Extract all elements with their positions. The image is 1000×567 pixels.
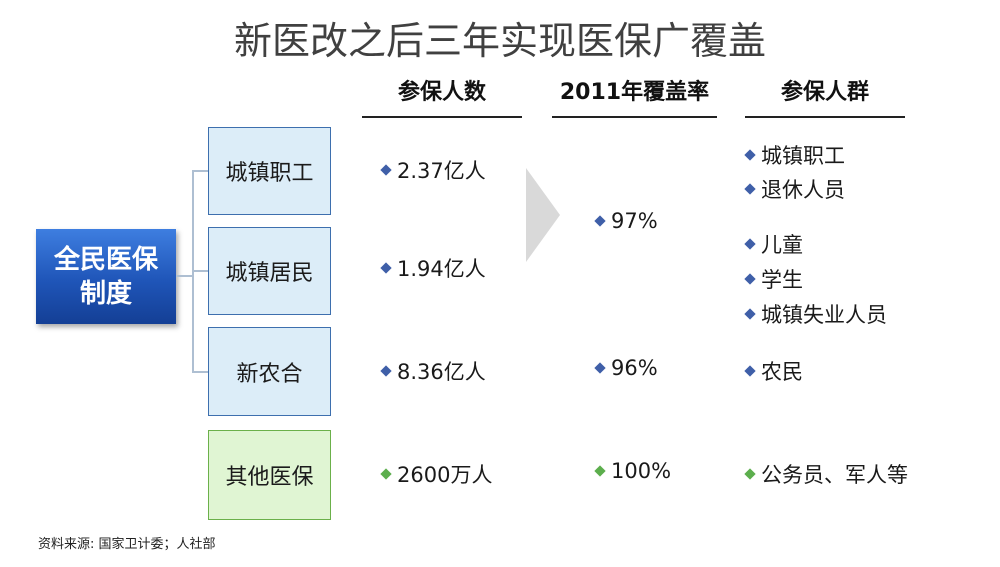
count-cell: 8.36亿人 — [378, 356, 486, 386]
bullet-diamond-icon — [380, 468, 392, 480]
group-label: 公务员、军人等 — [761, 463, 908, 487]
category-label: 城镇职工 — [225, 161, 314, 186]
category-label: 其他医保 — [225, 465, 314, 490]
category-label: 城镇居民 — [225, 261, 314, 286]
coverage-cell: 97% — [592, 209, 658, 233]
root-label-line2: 制度 — [79, 278, 132, 309]
group-item: 城镇失业人员 — [742, 299, 887, 329]
coverage-cell: 100% — [592, 459, 671, 483]
bullet-diamond-icon — [744, 273, 756, 285]
category-label: 新农合 — [236, 361, 303, 387]
group-item: 公务员、军人等 — [742, 459, 908, 489]
count-cell: 2600万人 — [378, 459, 492, 489]
category-box-urban-employee: 城镇职工 — [208, 127, 331, 215]
connector-branch-2 — [192, 270, 208, 272]
root-system-box: 全民医保 制度 — [36, 229, 176, 324]
header-coverage-underline — [552, 116, 717, 118]
coverage-value: 97% — [611, 209, 658, 233]
header-groups: 参保人群 — [780, 80, 869, 105]
bullet-diamond-icon — [744, 468, 756, 480]
group-item: 儿童 — [742, 229, 803, 259]
group-item: 城镇职工 — [742, 140, 845, 170]
category-box-other: 其他医保 — [208, 430, 331, 520]
bullet-diamond-icon — [744, 365, 756, 377]
bullet-diamond-icon — [594, 362, 606, 374]
bullet-diamond-icon — [380, 262, 392, 274]
group-label: 儿童 — [761, 233, 803, 257]
arrow-right-icon — [526, 168, 560, 262]
count-cell: 1.94亿人 — [378, 253, 486, 283]
header-count-underline — [362, 116, 522, 118]
source-note: 资料来源: 国家卫计委；人社部 — [38, 537, 216, 552]
coverage-cell: 96% — [592, 356, 658, 380]
root-label-line1: 全民医保 — [53, 244, 158, 275]
group-label: 农民 — [761, 360, 803, 384]
group-label: 退休人员 — [761, 178, 845, 202]
coverage-value: 100% — [611, 459, 672, 483]
category-box-urban-resident: 城镇居民 — [208, 227, 331, 315]
coverage-value: 96% — [611, 356, 658, 380]
bullet-diamond-icon — [744, 238, 756, 250]
bullet-diamond-icon — [380, 164, 392, 176]
count-value: 1.94亿人 — [397, 257, 486, 281]
bullet-diamond-icon — [744, 183, 756, 195]
header-groups-underline — [745, 116, 905, 118]
count-value: 2600万人 — [397, 463, 493, 487]
group-item: 学生 — [742, 264, 803, 294]
page-title: 新医改之后三年实现医保广覆盖 — [233, 19, 766, 63]
bullet-diamond-icon — [380, 365, 392, 377]
group-label: 城镇失业人员 — [761, 303, 887, 327]
bullet-diamond-icon — [594, 215, 606, 227]
group-label: 城镇职工 — [761, 144, 845, 168]
category-box-rural-coop: 新农合 — [208, 327, 331, 416]
connector-root — [176, 275, 193, 277]
header-coverage: 2011年覆盖率 — [559, 80, 710, 105]
header-count: 参保人数 — [397, 80, 486, 105]
count-cell: 2.37亿人 — [378, 155, 486, 185]
bullet-diamond-icon — [744, 149, 756, 161]
group-item: 农民 — [742, 356, 803, 386]
count-value: 2.37亿人 — [397, 159, 486, 183]
connector-branch-3 — [192, 371, 208, 373]
bullet-diamond-icon — [744, 308, 756, 320]
group-item: 退休人员 — [742, 174, 845, 204]
connector-branch-1 — [192, 170, 208, 172]
bullet-diamond-icon — [594, 465, 606, 477]
group-label: 学生 — [761, 268, 803, 292]
count-value: 8.36亿人 — [397, 360, 486, 384]
